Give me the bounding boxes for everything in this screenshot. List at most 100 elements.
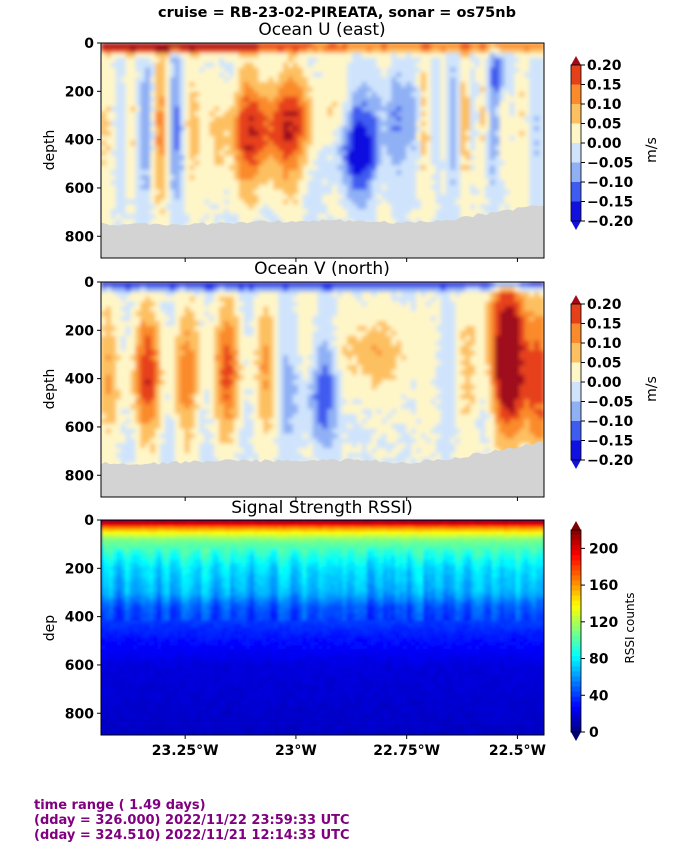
field-cell [288, 131, 294, 136]
field-cell [126, 365, 132, 370]
field-cell [101, 111, 107, 116]
field-cell [460, 63, 466, 68]
field-cell [490, 97, 496, 102]
field-cell [106, 448, 112, 453]
field-cell [155, 429, 161, 434]
field-cell [426, 111, 432, 116]
field-cell [190, 48, 196, 53]
field-cell [416, 92, 422, 97]
field-cell [101, 160, 107, 165]
field-cell [426, 141, 432, 146]
field-cell [362, 194, 368, 199]
field-cell [180, 404, 186, 409]
field-cell [244, 72, 250, 77]
field-cell [170, 190, 176, 195]
field-cell [460, 53, 466, 58]
field-cell [239, 185, 245, 190]
field-cell [150, 282, 156, 287]
field-cell [135, 385, 141, 390]
field-cell [514, 121, 520, 126]
field-cell [116, 116, 122, 121]
field-cell [116, 419, 122, 424]
field-cell [195, 131, 201, 136]
field-cell [121, 424, 127, 429]
field-cell [505, 53, 511, 58]
field-cell [185, 194, 191, 199]
field-cell [180, 453, 186, 458]
field-cell [475, 136, 481, 141]
field-cell [170, 419, 176, 424]
field-cell [485, 48, 491, 53]
field-cell [190, 282, 196, 287]
field-cell [278, 155, 284, 160]
field-cell [460, 131, 466, 136]
field-cell [327, 199, 333, 204]
field-cell [347, 97, 353, 102]
field-cell [116, 433, 122, 438]
field-cell [377, 43, 383, 48]
field-cell [135, 141, 141, 146]
field-cell [116, 165, 122, 170]
field-cell [450, 116, 456, 121]
field-cell [313, 111, 319, 116]
field-cell [121, 146, 127, 151]
field-cell [135, 131, 141, 136]
field-cell [313, 92, 319, 97]
field-cell [101, 102, 107, 107]
field-cell [372, 160, 378, 165]
field-cell [529, 111, 535, 116]
field-cell [175, 190, 181, 195]
field-cell [170, 409, 176, 414]
field-cell [514, 131, 520, 136]
field-cell [441, 170, 447, 175]
field-cell [121, 199, 127, 204]
field-cell [204, 409, 210, 414]
field-cell [327, 67, 333, 72]
field-cell [150, 458, 156, 463]
field-cell [332, 199, 338, 204]
field-cell [175, 116, 181, 121]
field-cell [465, 126, 471, 131]
field-cell [534, 48, 540, 53]
field-cell [342, 146, 348, 151]
field-cell [180, 160, 186, 165]
field-cell [131, 77, 137, 82]
field-cell [500, 199, 506, 204]
field-cell [505, 48, 511, 53]
field-cell [455, 111, 461, 116]
field-cell [337, 180, 343, 185]
field-cell [332, 194, 338, 199]
field-cell [273, 92, 279, 97]
field-cell [150, 419, 156, 424]
field-cell [259, 194, 265, 199]
field-cell [313, 53, 319, 58]
field-cell [529, 58, 535, 63]
field-cell [308, 199, 314, 204]
field-cell [126, 390, 132, 395]
field-cell [426, 165, 432, 170]
field-cell [436, 194, 442, 199]
field-cell [165, 214, 171, 219]
field-cell [175, 453, 181, 458]
field-cell [352, 204, 358, 209]
field-cell [308, 185, 314, 190]
field-cell [510, 136, 516, 141]
field-cell [505, 111, 511, 116]
field-cell [170, 443, 176, 448]
field-cell [254, 43, 260, 48]
field-cell [121, 77, 127, 82]
field-cell [342, 214, 348, 219]
colorbar-band [571, 104, 581, 124]
field-cell [121, 331, 127, 336]
field-cell [244, 53, 250, 58]
field-cell [283, 175, 289, 180]
field-cell [323, 102, 329, 107]
field-cell [327, 77, 333, 82]
field-cell [195, 360, 201, 365]
field-cell [126, 341, 132, 346]
field-cell [426, 204, 432, 209]
field-cell [480, 180, 486, 185]
field-cell [519, 43, 525, 48]
field-cell [298, 102, 304, 107]
field-cell [416, 102, 422, 107]
